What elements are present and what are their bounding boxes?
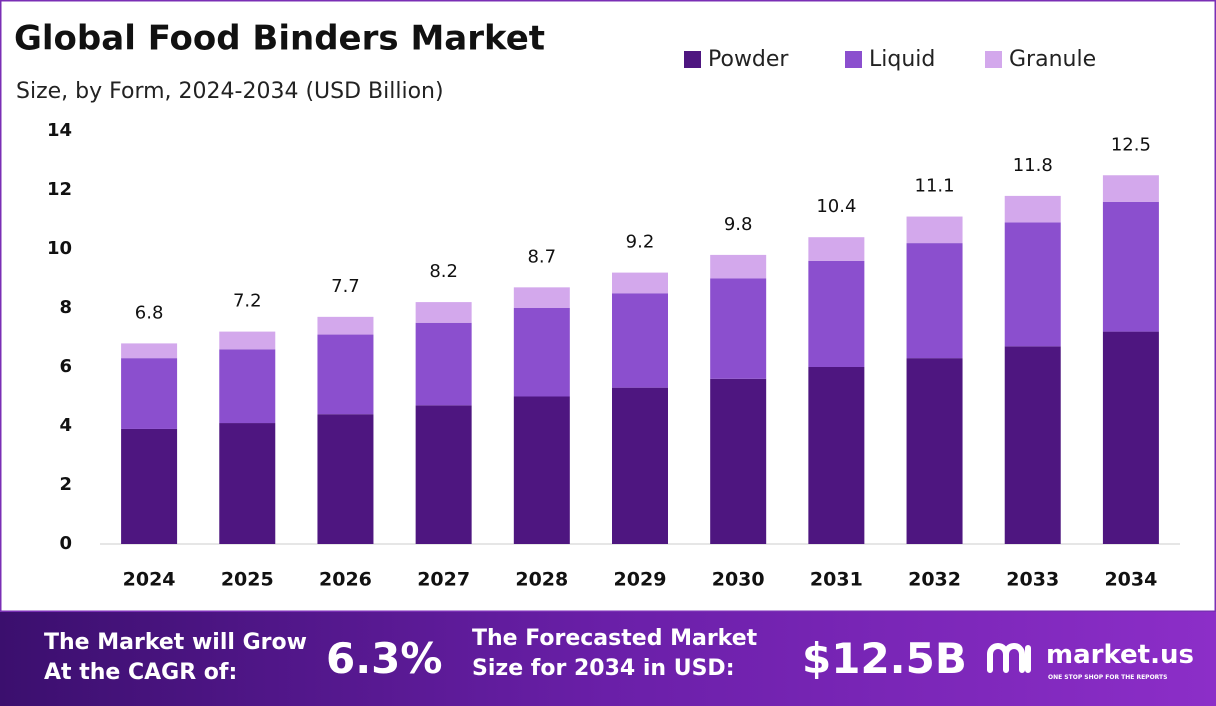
total-label: 8.7	[527, 246, 556, 267]
y-tick-label: 6	[59, 356, 72, 377]
bar-segment	[317, 316, 374, 335]
bar-segment	[1102, 201, 1159, 332]
brand-icon	[987, 643, 1031, 673]
bar-segment	[906, 243, 963, 359]
legend-swatch	[684, 51, 701, 68]
x-tick-label: 2034	[1104, 569, 1157, 591]
bar-segment	[612, 272, 668, 294]
bar-segment	[1004, 222, 1061, 347]
tagline: ONE STOP SHOP FOR THE REPORTS	[1048, 674, 1168, 681]
bar-segment	[219, 349, 276, 424]
bar-segment	[710, 278, 767, 379]
y-tick-label: 10	[47, 238, 72, 259]
chart: Global Food Binders Market Size, by Form…	[0, 0, 1216, 613]
cagr-line: At the CAGR of:	[44, 660, 238, 685]
cagr-line: The Market will Grow	[44, 630, 307, 655]
x-tick-label: 2033	[1006, 569, 1059, 591]
total-label: 12.5	[1111, 134, 1151, 155]
forecast-line: The Forecasted Market	[472, 626, 758, 651]
x-tick-label: 2026	[319, 569, 372, 591]
total-label: 7.7	[331, 276, 360, 297]
bar-segment	[612, 387, 668, 544]
total-label: 9.8	[724, 214, 753, 235]
bar-segment	[415, 405, 472, 544]
x-tick-label: 2025	[221, 569, 274, 591]
legend-label: Granule	[1009, 47, 1096, 72]
bar-segment	[710, 378, 767, 544]
y-tick-label: 0	[59, 533, 72, 554]
bar-segment	[1004, 346, 1061, 544]
bar-segment	[808, 367, 865, 544]
bar-segment	[219, 331, 276, 350]
bar-segment	[808, 237, 865, 261]
bar-segment	[513, 308, 570, 397]
legend-swatch	[845, 51, 862, 68]
x-tick-label: 2024	[123, 569, 176, 591]
bar-segment	[612, 293, 668, 388]
y-tick-label: 2	[59, 474, 72, 495]
y-tick-label: 12	[47, 179, 72, 200]
y-tick-label: 14	[47, 120, 72, 141]
brand: market.us	[1046, 640, 1194, 670]
x-tick-label: 2031	[810, 569, 863, 591]
forecast-line: Size for 2034 in USD:	[472, 656, 735, 681]
total-label: 9.2	[626, 232, 655, 253]
bar-segment	[317, 334, 374, 415]
legend-swatch	[985, 51, 1002, 68]
total-label: 10.4	[816, 196, 856, 217]
bar-segment	[513, 396, 570, 544]
bar-segment	[1102, 331, 1159, 544]
bar-segment	[121, 343, 178, 359]
legend-label: Liquid	[869, 47, 935, 72]
x-tick-label: 2029	[614, 569, 667, 591]
chart-subtitle: Size, by Form, 2024-2034 (USD Billion)	[16, 79, 444, 104]
legend-label: Powder	[708, 47, 789, 72]
total-label: 8.2	[429, 261, 458, 282]
bar-segment	[1004, 195, 1061, 223]
cagr-text: The Market will Grow At the CAGR of:	[44, 628, 307, 688]
y-tick-label: 4	[59, 415, 72, 436]
bar-segment	[415, 322, 472, 406]
chart-title: Global Food Binders Market	[14, 19, 545, 59]
bar-segment	[121, 358, 178, 429]
total-label: 11.8	[1013, 155, 1053, 176]
forecast-text: The Forecasted Market Size for 2034 in US…	[472, 624, 757, 684]
bar-segment	[317, 414, 374, 544]
bar-segment	[906, 358, 963, 544]
total-label: 7.2	[233, 291, 262, 312]
cagr-value: 6.3%	[326, 634, 443, 683]
total-label: 11.1	[915, 176, 955, 197]
footer: The Market will Grow At the CAGR of: 6.3%…	[0, 612, 1216, 706]
x-tick-label: 2028	[515, 569, 568, 591]
y-tick-label: 8	[59, 297, 72, 318]
bar-segment	[906, 216, 963, 244]
x-tick-label: 2032	[908, 569, 961, 591]
bar-segment	[710, 254, 767, 279]
bar-segment	[121, 428, 178, 544]
bar-segment	[415, 302, 472, 323]
x-tick-label: 2030	[712, 569, 765, 591]
total-label: 6.8	[135, 302, 164, 323]
x-tick-label: 2027	[417, 569, 470, 591]
forecast-value: $12.5B	[802, 634, 967, 683]
bar-segment	[1102, 175, 1159, 202]
bar-segment	[219, 423, 276, 544]
bar-segment	[808, 260, 865, 367]
bar-segment	[513, 287, 570, 308]
